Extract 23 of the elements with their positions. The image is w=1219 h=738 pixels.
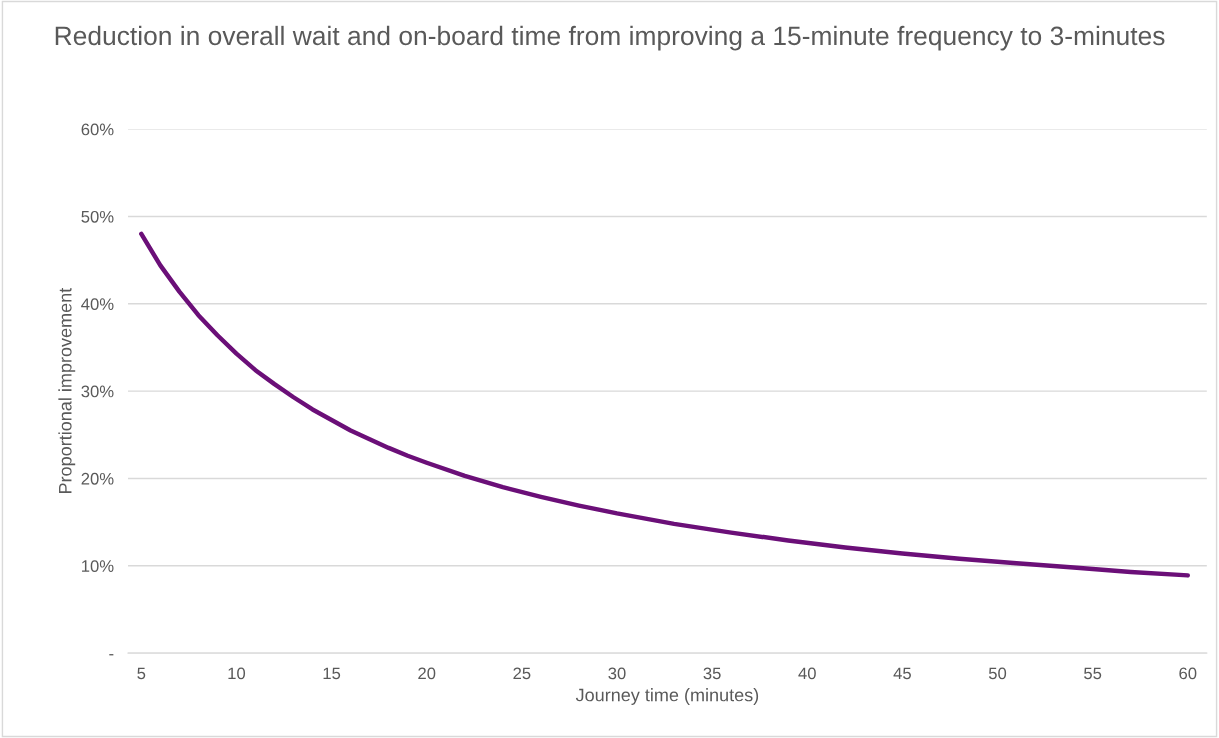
x-axis-title: Journey time (minutes): [575, 688, 759, 705]
x-tick-label: 25: [513, 667, 531, 680]
y-tick-label: 40%: [81, 298, 114, 311]
y-tick-label: 10%: [82, 560, 114, 572]
x-tick-label: 55: [1084, 667, 1102, 680]
y-tick-label: 30%: [81, 385, 114, 398]
x-tick-label: 15: [323, 667, 341, 680]
x-tick-label: 60: [1179, 667, 1197, 680]
x-tick-label: 45: [893, 667, 911, 680]
y-axis-title: Proportional improvement: [58, 287, 76, 494]
x-tick-label: 20: [418, 667, 436, 680]
x-tick-label: 30: [608, 667, 626, 680]
x-tick-label: 10: [228, 667, 246, 680]
x-tick-label: 35: [703, 667, 721, 680]
x-tick-label: 50: [988, 667, 1007, 680]
y-tick-label: 50%: [81, 210, 114, 223]
y-tick-label: -: [109, 654, 114, 656]
line-series: [139, 231, 1190, 578]
x-tick-label: 5: [137, 667, 146, 680]
chart-title: Reduction in overall wait and on-board time from improving a 15-minute frequency to 3-minutes: [55, 25, 1165, 51]
y-tick-label: 20%: [81, 472, 114, 485]
x-tick-label: 40: [798, 667, 816, 680]
y-tick-label: 60%: [81, 123, 114, 136]
